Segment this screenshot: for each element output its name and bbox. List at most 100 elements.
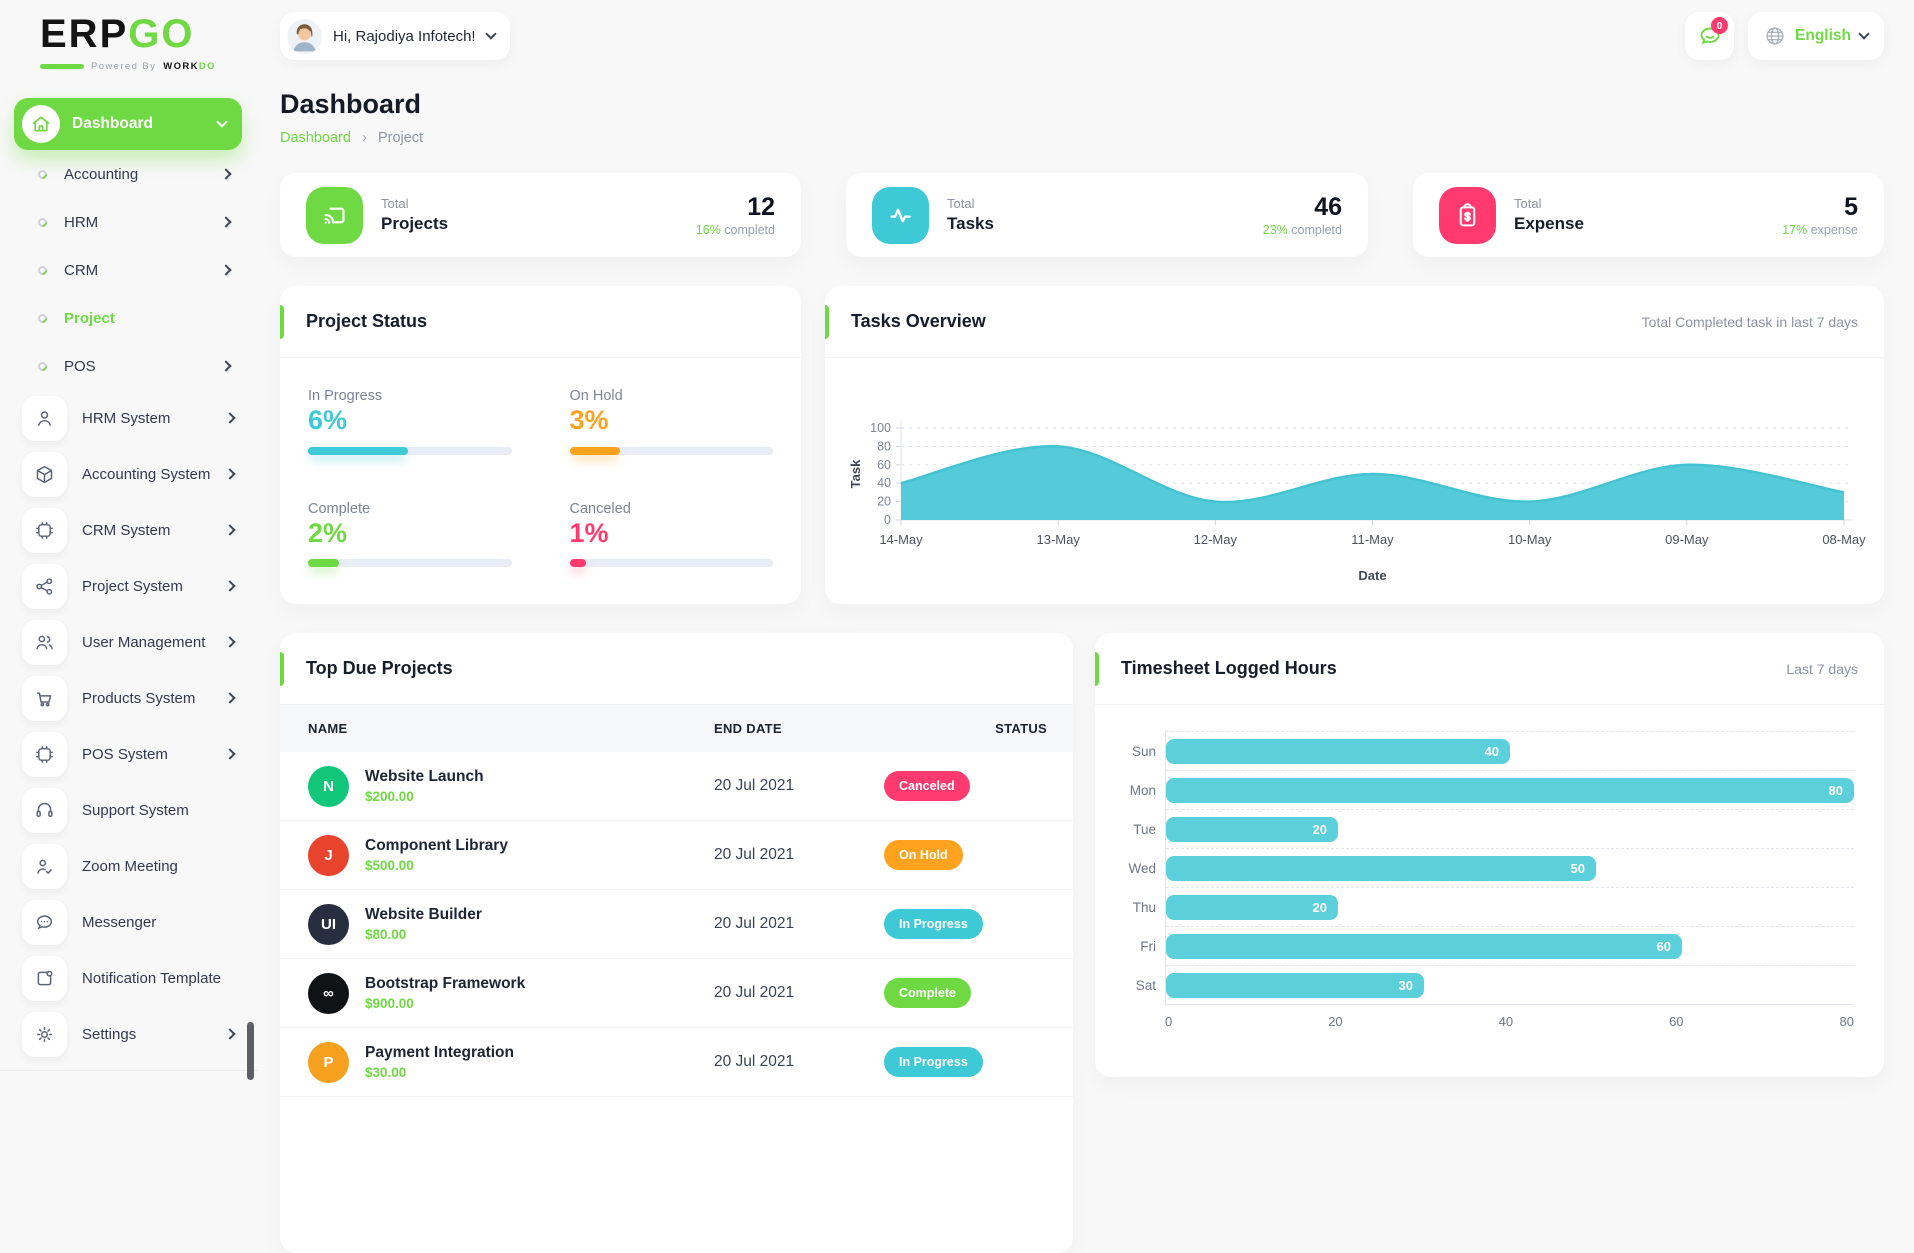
progress-fill — [569, 446, 621, 455]
sidebar-item-label: User Management — [82, 633, 206, 651]
category-label: Mon — [1129, 782, 1156, 798]
chat-bubble-icon — [1700, 27, 1719, 44]
stat-card-tasks: Total Tasks 46 23% completd — [846, 173, 1368, 257]
table-row[interactable]: N Website Launch $200.00 20 Jul 2021 Cancele… — [280, 752, 1073, 821]
brand-logo[interactable]: ERPGO Powered By WORKDO — [40, 14, 258, 72]
sidebar-item-pos[interactable]: POS — [14, 342, 258, 390]
svg-text:14-May: 14-May — [879, 532, 923, 547]
sidebar-item-accounting-system[interactable]: Accounting System — [14, 446, 258, 502]
category-label: Sat — [1135, 977, 1156, 993]
project-status-card: Project Status In Progress 6% On Hold 3% Com… — [280, 286, 801, 604]
category-label: Tue — [1133, 821, 1156, 837]
table-row[interactable]: UI Website Builder $80.00 20 Jul 2021 In Pro… — [280, 890, 1073, 959]
sidebar-item-support-system[interactable]: Support System — [14, 782, 258, 838]
svg-text:Date: Date — [1358, 568, 1386, 583]
app-root: ERPGO Powered By WORKDO Dashboard Accoun… — [0, 0, 1884, 1097]
chevron-right-icon — [220, 360, 232, 372]
sidebar-item-messenger[interactable]: Messenger — [14, 894, 258, 950]
timesheet-chart: Sun 40 Mon 80 Tue 20 Wed 50 Thu 20 Fri 60 Sat 30 0 20 40… — [1095, 705, 1884, 1029]
globe-icon — [1766, 27, 1784, 45]
sidebar: ERPGO Powered By WORKDO Dashboard Accoun… — [0, 0, 258, 1080]
column-header-end-date: END DATE — [714, 721, 782, 736]
category-label: Thu — [1132, 899, 1156, 915]
bar-row-fri: Fri 60 — [1140, 926, 1854, 965]
stat-value: 5 — [1844, 192, 1858, 221]
chevron-right-icon — [220, 264, 232, 276]
powered-by: Powered By WORKDO — [40, 61, 258, 72]
stat-label: Tasks — [947, 214, 994, 233]
table-row[interactable]: P Payment Integration $30.00 20 Jul 2021 In … — [280, 1028, 1073, 1097]
table-row[interactable]: J Component Library $500.00 20 Jul 2021 On H… — [280, 821, 1073, 890]
sidebar-scrollbar-thumb[interactable] — [247, 1022, 254, 1080]
metric-value: 3% — [569, 405, 609, 435]
progress-fill — [308, 559, 339, 568]
stats-row: Total Projects 12 16% completd Total Tasks 46 2… — [280, 173, 1884, 257]
sidebar-item-hrm[interactable]: HRM — [14, 198, 258, 246]
progress-fill — [569, 559, 586, 568]
bullet-icon — [36, 311, 49, 325]
timesheet-card: Timesheet Logged Hours Last 7 days Sun 40… — [1095, 633, 1884, 1077]
chevron-right-icon — [220, 216, 232, 228]
sidebar-item-dashboard[interactable]: Dashboard — [14, 98, 242, 150]
sidebar-item-user-management[interactable]: User Management — [14, 614, 258, 670]
sidebar-item-notification-template[interactable]: Notification Template — [14, 950, 258, 1006]
user-menu[interactable]: Hi, Rajodiya Infotech! — [280, 12, 510, 60]
users-icon — [22, 619, 67, 665]
frame-icon — [22, 731, 67, 777]
status-badge: In Progress — [884, 1047, 983, 1077]
svg-text:80: 80 — [877, 439, 891, 453]
sidebar-item-crm-system[interactable]: CRM System — [14, 502, 258, 558]
chevron-right-icon — [220, 168, 232, 180]
stat-kicker: Total — [381, 196, 409, 211]
project-cell: P Payment Integration $30.00 — [308, 1041, 714, 1083]
sidebar-item-products-system[interactable]: Products System — [14, 670, 258, 726]
card-subtitle: Last 7 days — [1786, 660, 1858, 677]
sidebar-item-hrm-system[interactable]: HRM System — [14, 390, 258, 446]
project-avatar: P — [308, 1041, 349, 1083]
messages-button[interactable]: 0 — [1685, 12, 1735, 60]
sidebar-item-pos-system[interactable]: POS System — [14, 726, 258, 782]
card-title: Top Due Projects — [306, 658, 453, 678]
sidebar-item-label: Project — [64, 309, 115, 327]
sidebar-item-zoom-meeting[interactable]: Zoom Meeting — [14, 838, 258, 894]
sidebar-item-accounting[interactable]: Accounting — [14, 150, 258, 198]
category-label: Wed — [1128, 860, 1156, 876]
workdo-work: WORK — [163, 61, 199, 72]
sidebar-item-project[interactable]: Project — [14, 294, 258, 342]
stat-values: 5 17% expense — [1782, 193, 1858, 238]
notification-count-badge: 0 — [1711, 17, 1729, 34]
breadcrumb-current: Project — [377, 129, 424, 146]
home-icon — [22, 105, 60, 143]
chevron-right-icon — [224, 748, 236, 760]
progress-track — [308, 559, 512, 568]
metric-value: 6% — [308, 405, 348, 435]
card-subtitle: Total Completed task in last 7 days — [1641, 313, 1858, 330]
project-info: Bootstrap Framework $900.00 — [365, 975, 525, 1011]
progress-track — [308, 446, 512, 455]
bar-row-sat: Sat 30 — [1136, 965, 1854, 1004]
bar-value-label: 30 — [1398, 977, 1413, 993]
timesheet-plot: Sun 40 Mon 80 Tue 20 Wed 50 Thu 20 Fri 60 Sat 30 — [1128, 731, 1854, 1005]
sidebar-item-settings[interactable]: Settings — [14, 1006, 258, 1062]
language-selector[interactable]: English — [1748, 12, 1884, 60]
stat-label: Expense — [1514, 214, 1584, 233]
sidebar-item-label: Accounting — [64, 165, 139, 183]
user-check-icon — [22, 843, 67, 889]
sidebar-item-project-system[interactable]: Project System — [14, 558, 258, 614]
svg-text:13-May: 13-May — [1036, 532, 1080, 547]
card-accent-bar — [280, 652, 284, 686]
breadcrumb-dashboard-link[interactable]: Dashboard — [280, 129, 351, 146]
bar-value-label: 20 — [1312, 821, 1327, 837]
stat-values: 12 16% completd — [696, 193, 775, 238]
metric-label: In Progress — [308, 388, 383, 404]
card-header: Timesheet Logged Hours Last 7 days — [1095, 633, 1884, 705]
project-name: Website Builder — [365, 906, 482, 923]
sidebar-item-label: Project System — [82, 577, 183, 595]
project-price: $30.00 — [365, 1065, 407, 1080]
stat-labels: Total Projects — [381, 196, 448, 234]
sidebar-item-crm[interactable]: CRM — [14, 246, 258, 294]
avatar — [287, 18, 322, 54]
project-avatar: J — [308, 834, 349, 876]
table-row[interactable]: ∞ Bootstrap Framework $900.00 20 Jul 2021 Co… — [280, 959, 1073, 1028]
x-tick-label: 40 — [1498, 1014, 1514, 1029]
